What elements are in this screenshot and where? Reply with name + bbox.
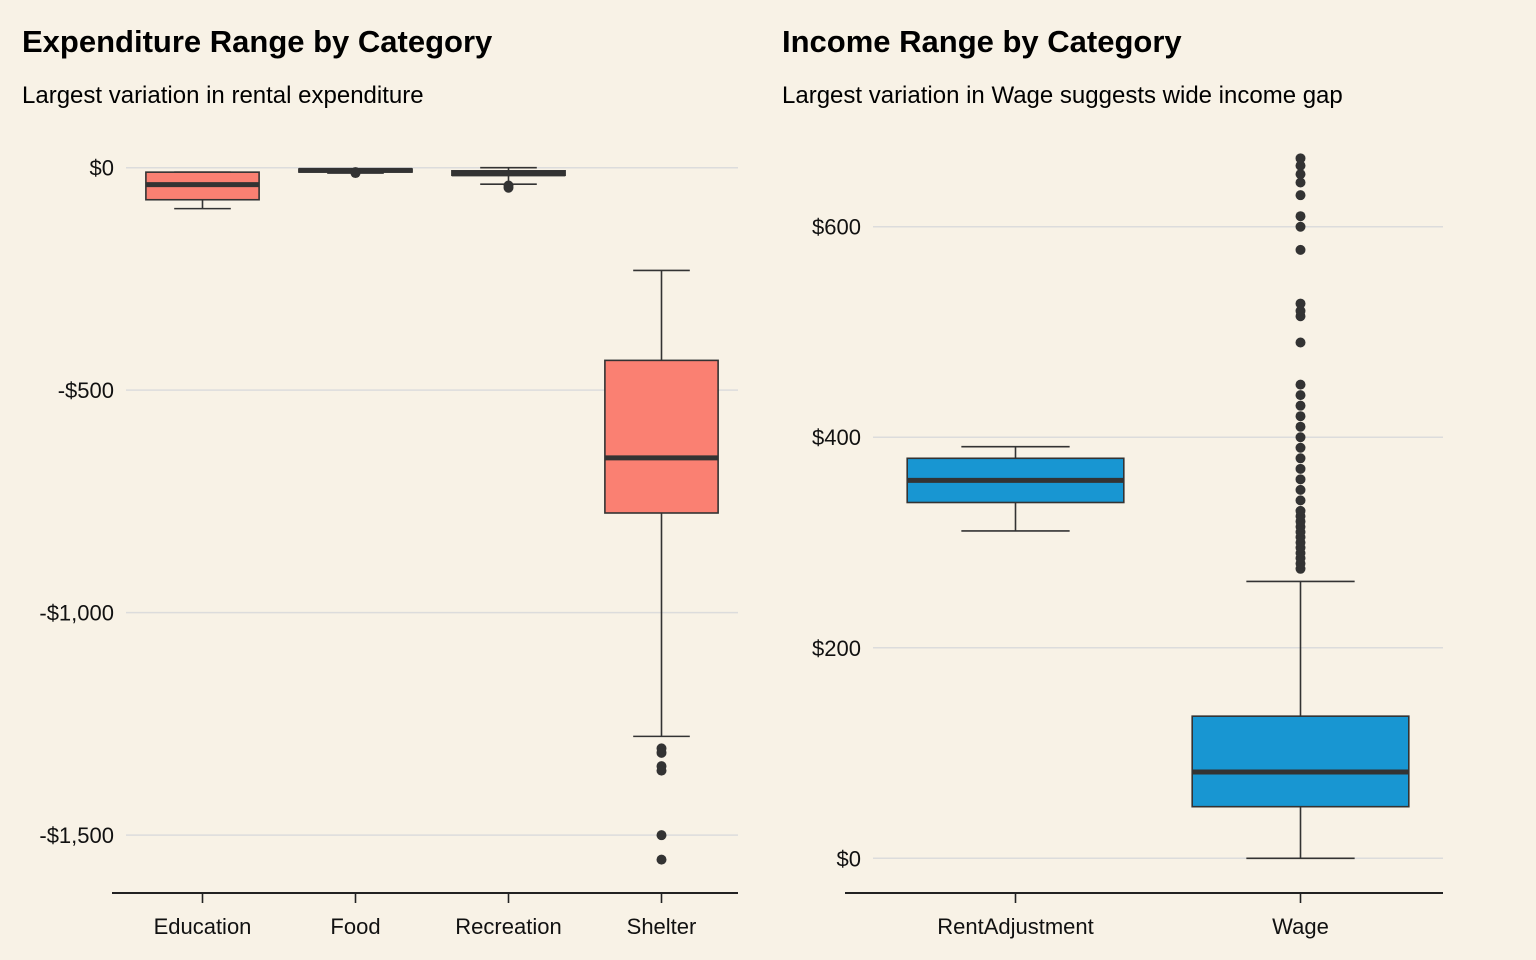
outlier-point xyxy=(1295,453,1306,464)
outlier-point xyxy=(656,765,667,776)
outlier-point xyxy=(1295,190,1306,201)
outlier-point xyxy=(1295,160,1306,171)
income-chart-title: Income Range by Category xyxy=(782,24,1182,59)
outlier-point xyxy=(1295,421,1306,432)
y-tick-label: $200 xyxy=(812,636,861,661)
x-tick-label: RentAdjustment xyxy=(937,914,1094,939)
outlier-point xyxy=(1295,474,1306,485)
outlier-point xyxy=(1295,495,1306,506)
outlier-point xyxy=(1295,390,1306,401)
outlier-point xyxy=(1295,244,1306,255)
income-plot-area: $0 $200 $400 $600 RentAdjustment Wage xyxy=(812,153,1443,939)
outlier-point xyxy=(1295,442,1306,453)
expenditure-panel: Expenditure Range by Category Largest va… xyxy=(0,0,760,960)
x-tick-label: Wage xyxy=(1272,914,1329,939)
outlier-point xyxy=(1295,337,1306,348)
y-tick-label: -$1,000 xyxy=(39,601,114,626)
outlier-point xyxy=(656,747,667,758)
outlier-point xyxy=(1295,298,1306,309)
y-tick-label: -$500 xyxy=(58,378,114,403)
x-tick-label: Recreation xyxy=(455,914,561,939)
expenditure-boxplot: $0 -$500 -$1,000 -$1,500 Education Food Recrea… xyxy=(39,156,738,939)
y-tick-label: $0 xyxy=(90,156,114,181)
box-shelter xyxy=(604,359,719,514)
x-tick-label: Shelter xyxy=(627,914,697,939)
outlier-point xyxy=(656,830,667,841)
y-tick-label: $0 xyxy=(837,846,861,871)
y-tick-label: $400 xyxy=(812,425,861,450)
outlier-point xyxy=(1295,305,1306,316)
outlier-point xyxy=(1295,400,1306,411)
expenditure-chart-subtitle: Largest variation in rental expenditure xyxy=(22,82,424,109)
outlier-point xyxy=(1295,169,1306,180)
outlier-point xyxy=(1295,153,1306,164)
outlier-point xyxy=(1295,432,1306,443)
x-tick-label: Education xyxy=(154,914,252,939)
outlier-point xyxy=(1295,211,1306,222)
outlier-point xyxy=(503,182,514,193)
x-tick-label: Food xyxy=(330,914,380,939)
income-boxplot: $0 $200 $400 $600 RentAdjustment Wage xyxy=(812,153,1443,939)
outlier-point xyxy=(656,854,667,865)
outlier-point xyxy=(1295,411,1306,422)
box-wage xyxy=(1191,715,1410,808)
outlier-point xyxy=(1295,221,1306,232)
outlier-point xyxy=(1295,505,1306,516)
expenditure-chart-title: Expenditure Range by Category xyxy=(22,24,493,59)
income-panel: Income Range by Category Largest variati… xyxy=(760,0,1536,960)
y-tick-label: $600 xyxy=(812,215,861,240)
outlier-point xyxy=(1295,177,1306,188)
outlier-point xyxy=(1295,463,1306,474)
outlier-point xyxy=(350,168,361,179)
y-tick-label: -$1,500 xyxy=(39,823,114,848)
outlier-point xyxy=(1295,379,1306,390)
outlier-point xyxy=(1295,484,1306,495)
income-chart-subtitle: Largest variation in Wage suggests wide … xyxy=(782,82,1343,109)
